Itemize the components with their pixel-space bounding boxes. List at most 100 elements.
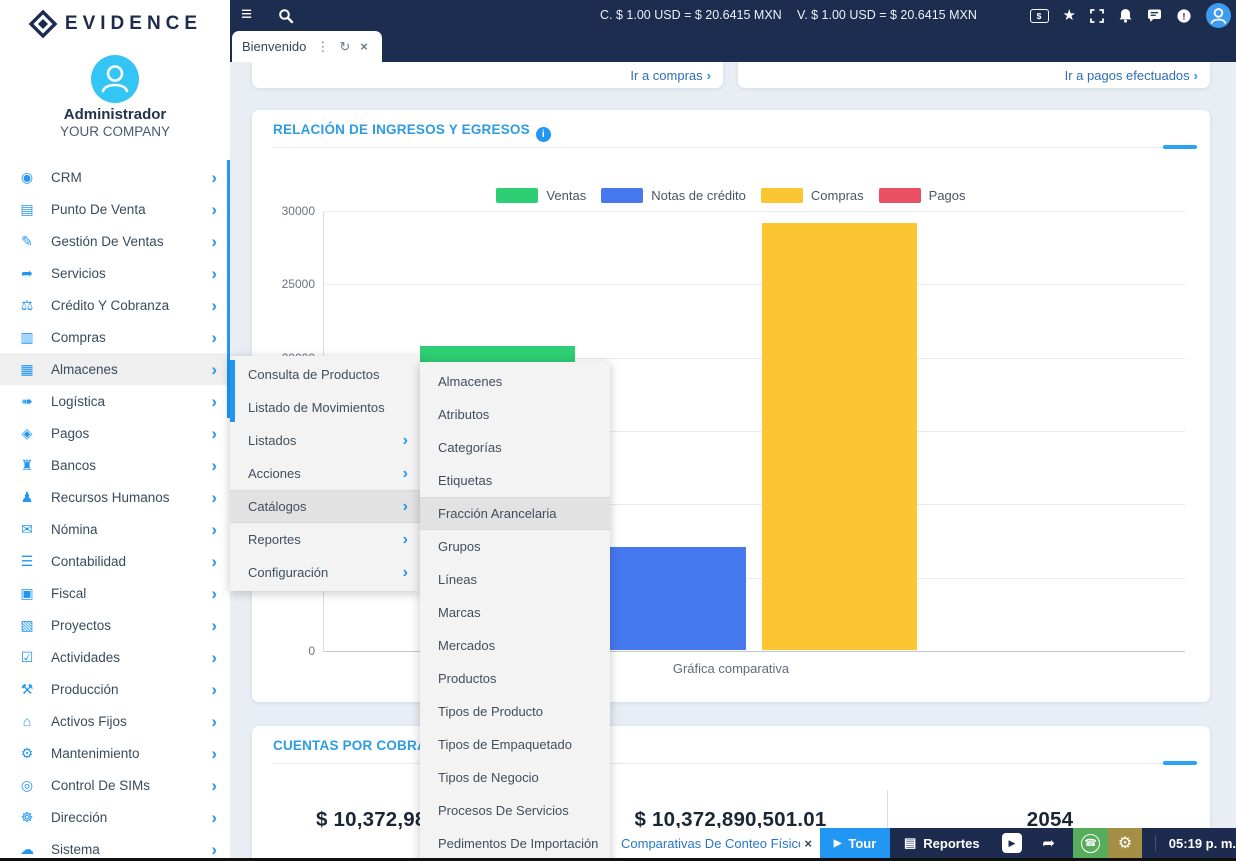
divider <box>272 763 1190 764</box>
bottom-tab-close-icon[interactable]: × <box>804 836 812 851</box>
notifications-bell-icon[interactable] <box>1118 8 1133 23</box>
sidebar-item-credito-y-cobranza[interactable]: ⚖Crédito Y Cobranza› <box>0 289 230 321</box>
info-icon[interactable]: i <box>536 127 551 142</box>
legend-item-compras[interactable]: Compras <box>761 188 864 203</box>
menu-item-catalogos[interactable]: Catálogos› <box>230 490 420 523</box>
menu-item-fraccion-arancelaria[interactable]: Fracción Arancelaria <box>420 497 610 530</box>
sidebar-item-fiscal[interactable]: ▣Fiscal› <box>0 577 230 609</box>
alerts-badge-icon[interactable]: ! <box>1176 8 1192 24</box>
tab-options-kebab-icon[interactable]: ⋮ <box>316 39 329 55</box>
play-icon: ▶ <box>834 838 842 849</box>
chevron-right-icon: › <box>211 233 217 250</box>
produccion-icon: ⚒ <box>16 681 38 698</box>
chevron-right-icon: › <box>211 265 217 282</box>
tour-button[interactable]: ▶ Tour <box>820 828 890 858</box>
sidebar-item-nomina[interactable]: ✉Nómina› <box>0 513 230 545</box>
fullscreen-icon[interactable] <box>1090 9 1104 23</box>
menu-item-listados[interactable]: Listados› <box>230 424 420 457</box>
search-icon[interactable] <box>278 8 294 24</box>
sell-exchange-rate: V. $ 1.00 USD = $ 20.6415 MXN <box>797 8 977 22</box>
app-logo[interactable]: EVIDENCE <box>0 9 230 39</box>
sidebar-item-produccion[interactable]: ⚒Producción› <box>0 673 230 705</box>
chat-messages-icon[interactable] <box>1147 8 1162 23</box>
sidebar-item-pagos[interactable]: ◈Pagos› <box>0 417 230 449</box>
chevron-right-icon: › <box>211 809 217 826</box>
sidebar-item-compras[interactable]: ▥Compras› <box>0 321 230 353</box>
legend-item-ventas[interactable]: Ventas <box>496 188 586 203</box>
sidebar-item-almacenes[interactable]: ▦Almacenes› <box>0 353 230 385</box>
chevron-right-icon: › <box>211 489 217 506</box>
reports-button[interactable]: ▤ Reportes <box>904 835 980 851</box>
proyectos-icon: ▧ <box>16 617 38 634</box>
menu-item-tipos-de-empaquetado[interactable]: Tipos de Empaquetado <box>420 728 610 761</box>
media-play-button[interactable]: ▶ <box>1002 833 1023 853</box>
menu-item-etiquetas[interactable]: Etiquetas <box>420 464 610 497</box>
sidebar-item-gestion-de-ventas[interactable]: ✎Gestión De Ventas› <box>0 225 230 257</box>
tab-bienvenido[interactable]: Bienvenido ⋮ ↻ × <box>232 31 382 62</box>
profile-avatar-icon[interactable] <box>1206 3 1231 28</box>
menu-item-lineas[interactable]: Líneas <box>420 563 610 596</box>
sidebar-item-crm[interactable]: ◉CRM› <box>0 161 230 193</box>
sidebar-item-bancos[interactable]: ♜Bancos› <box>0 449 230 481</box>
tab-strip: Bienvenido ⋮ ↻ × <box>230 31 1236 62</box>
menu-item-pedimentos-de-importacion[interactable]: Pedimentos De Importación <box>420 827 610 860</box>
tab-refresh-icon[interactable]: ↻ <box>339 39 350 55</box>
sidebar-item-mantenimiento[interactable]: ⚙Mantenimiento› <box>0 737 230 769</box>
go-to-purchases-link[interactable]: Ir a compras› <box>630 68 711 83</box>
legend-item-pagos[interactable]: Pagos <box>879 188 966 203</box>
menu-item-atributos[interactable]: Atributos <box>420 398 610 431</box>
menu-item-mercados[interactable]: Mercados <box>420 629 610 662</box>
menu-item-consulta-de-productos[interactable]: Consulta de Productos <box>230 358 420 391</box>
menu-item-grupos[interactable]: Grupos <box>420 530 610 563</box>
menu-item-configuracion[interactable]: Configuración› <box>230 556 420 589</box>
sidebar-item-activos-fijos[interactable]: ⌂Activos Fijos› <box>0 705 230 737</box>
menu-item-acciones[interactable]: Acciones› <box>230 457 420 490</box>
menu-item-productos[interactable]: Productos <box>420 662 610 695</box>
almacenes-icon: ▦ <box>16 361 38 378</box>
control-de-sims-icon: ◎ <box>16 777 38 794</box>
exchange-rate-icon[interactable]: $ <box>1030 9 1049 23</box>
share-arrow-icon[interactable]: ➦ <box>1042 834 1055 852</box>
tab-comparativas-de-conteo-fisico[interactable]: Comparativas De Conteo Físico × <box>612 828 820 858</box>
chevron-right-icon: › <box>211 201 217 218</box>
menu-item-tipos-de-producto[interactable]: Tipos de Producto <box>420 695 610 728</box>
menu-item-procesos-de-servicios[interactable]: Procesos De Servicios <box>420 794 610 827</box>
chevron-right-icon: › <box>211 393 217 410</box>
sidebar-item-servicios[interactable]: ➦Servicios› <box>0 257 230 289</box>
gridline <box>323 211 1185 212</box>
card-accent-bar <box>1163 761 1197 765</box>
go-to-payments-link[interactable]: Ir a pagos efectuados› <box>1065 68 1198 83</box>
tab-close-icon[interactable]: × <box>360 39 368 54</box>
menu-item-tipos-de-negocio[interactable]: Tipos de Negocio <box>420 761 610 794</box>
play-icon: ▶ <box>1009 838 1016 849</box>
sidebar-item-control-de-sims[interactable]: ◎Control De SIMs› <box>0 769 230 801</box>
actividades-icon: ☑ <box>16 649 38 666</box>
sidebar-item-actividades[interactable]: ☑Actividades› <box>0 641 230 673</box>
sidebar-item-proyectos[interactable]: ▧Proyectos› <box>0 609 230 641</box>
chevron-right-icon: › <box>403 532 408 548</box>
chevron-right-icon: › <box>211 297 217 314</box>
menu-item-categorias[interactable]: Categorías <box>420 431 610 464</box>
sidebar-item-punto-de-venta[interactable]: ▤Punto De Venta› <box>0 193 230 225</box>
gestion-de-ventas-icon: ✎ <box>16 233 38 250</box>
legend-item-notas-de-credito[interactable]: Notas de crédito <box>601 188 746 203</box>
sidebar-item-recursos-humanos[interactable]: ♟Recursos Humanos› <box>0 481 230 513</box>
hamburger-menu-icon[interactable]: ≡ <box>241 4 252 26</box>
favorites-star-icon[interactable]: ★ <box>1063 8 1076 23</box>
menu-item-listado-de-movimientos[interactable]: Listado de Movimientos <box>230 391 420 424</box>
card-accent-bar <box>1163 145 1197 149</box>
menu-item-almacenes[interactable]: Almacenes <box>420 365 610 398</box>
user-name: Administrador <box>0 106 230 123</box>
company-name: YOUR COMPANY <box>0 124 230 139</box>
legend-swatch <box>879 188 921 203</box>
topbar-icon-group: $ ★ ! <box>1030 0 1231 31</box>
settings-button[interactable]: ⚙ <box>1108 828 1141 858</box>
sidebar-item-logistica[interactable]: ➠Logística› <box>0 385 230 417</box>
chevron-right-icon: › <box>211 649 217 666</box>
menu-item-marcas[interactable]: Marcas <box>420 596 610 629</box>
user-avatar[interactable] <box>91 55 139 103</box>
sidebar-item-contabilidad[interactable]: ☰Contabilidad› <box>0 545 230 577</box>
whatsapp-button[interactable]: ☎ <box>1073 828 1108 858</box>
divider <box>272 147 1190 148</box>
menu-item-reportes[interactable]: Reportes› <box>230 523 420 556</box>
